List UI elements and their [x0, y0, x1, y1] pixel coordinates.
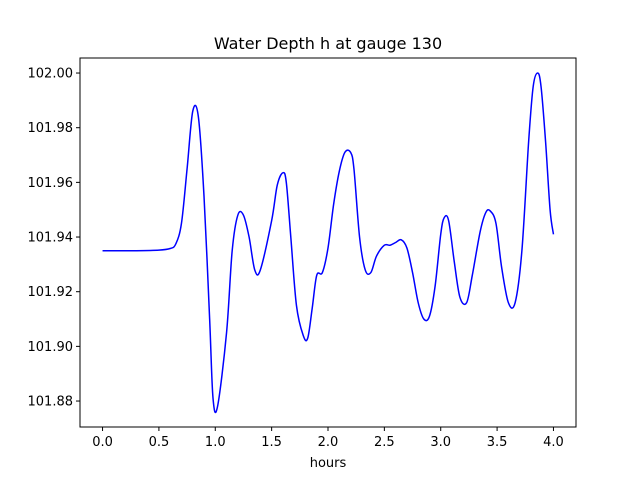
x-tick-label: 1.5 [261, 435, 282, 450]
x-axis-label: hours [310, 456, 347, 471]
x-tick-label: 1.0 [205, 435, 226, 450]
x-tick-label: 3.5 [487, 435, 508, 450]
y-tick-label: 101.98 [28, 121, 74, 136]
x-tick-label: 4.0 [543, 435, 564, 450]
x-tick-label: 2.5 [374, 435, 395, 450]
x-tick-label: 2.0 [318, 435, 339, 450]
x-axis: 0.0 0.5 1.0 1.5 2.0 2.5 3.0 3.5 4.0 [92, 427, 564, 450]
x-tick-label: 0.5 [149, 435, 170, 450]
y-tick-label: 101.96 [28, 176, 74, 191]
x-tick-label: 3.0 [430, 435, 451, 450]
y-tick-label: 101.90 [28, 340, 74, 355]
y-tick-label: 102.00 [28, 67, 74, 82]
series-line [102, 72, 555, 414]
chart-title: Water Depth h at gauge 130 [214, 34, 442, 53]
y-tick-label: 101.94 [28, 231, 74, 246]
x-tick-label: 0.0 [92, 435, 113, 450]
y-tick-label: 101.88 [28, 395, 74, 410]
y-tick-label: 101.92 [28, 285, 74, 300]
y-axis: 101.88 101.90 101.92 101.94 101.96 101.98 102.… [28, 67, 80, 410]
